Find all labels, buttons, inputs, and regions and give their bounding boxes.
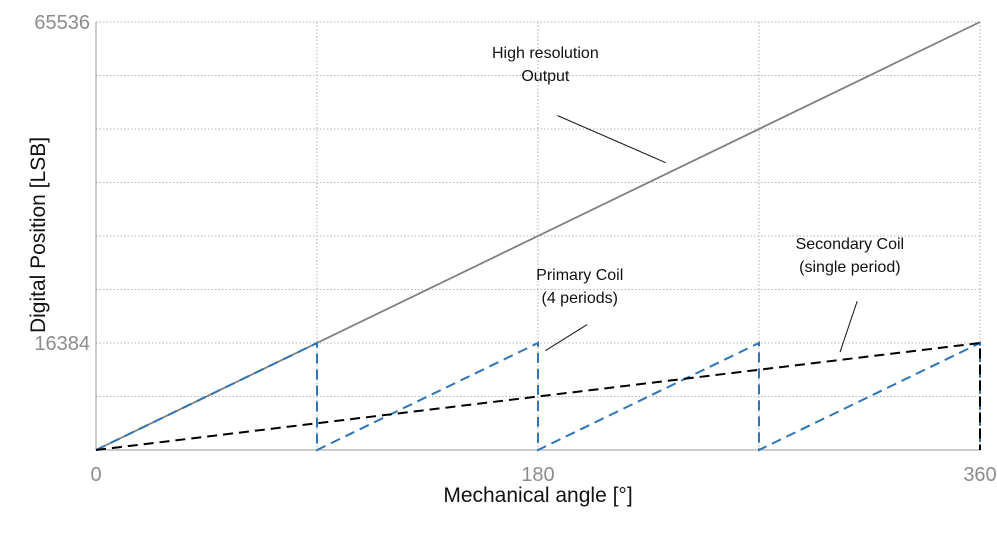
series <box>95 21 981 452</box>
annotation-label-primary-coil: (4 periods) <box>542 290 618 307</box>
annotation-label-high-resolution: High resolution <box>492 45 599 62</box>
y-tick-label: 16384 <box>34 333 90 355</box>
annotation-leader-secondary-coil <box>839 300 858 353</box>
y-axis-title: Digital Position [LSB] <box>27 137 50 333</box>
x-tick-label: 180 <box>521 464 554 486</box>
x-tick-label: 0 <box>90 464 101 486</box>
annotation-label-primary-coil: Primary Coil <box>536 267 623 284</box>
x-tick-label: 360 <box>963 464 996 486</box>
annotation-label-secondary-coil: (single period) <box>799 259 900 276</box>
x-axis-title: Mechanical angle [°] <box>443 484 632 507</box>
annotations: High resolution Output Primary Coil (4 peri… <box>492 45 905 353</box>
annotation-leader-primary-coil <box>545 324 588 352</box>
annotation-label-high-resolution: Output <box>521 68 570 85</box>
tick-labels: 0 180 360 16384 65536 <box>34 12 996 486</box>
series-line-primary-coil <box>95 341 981 452</box>
annotation-leader-high-resolution <box>557 115 666 164</box>
series-line-secondary-coil <box>95 341 981 451</box>
annotation-label-secondary-coil: Secondary Coil <box>796 236 905 253</box>
y-tick-label: 65536 <box>34 12 90 34</box>
